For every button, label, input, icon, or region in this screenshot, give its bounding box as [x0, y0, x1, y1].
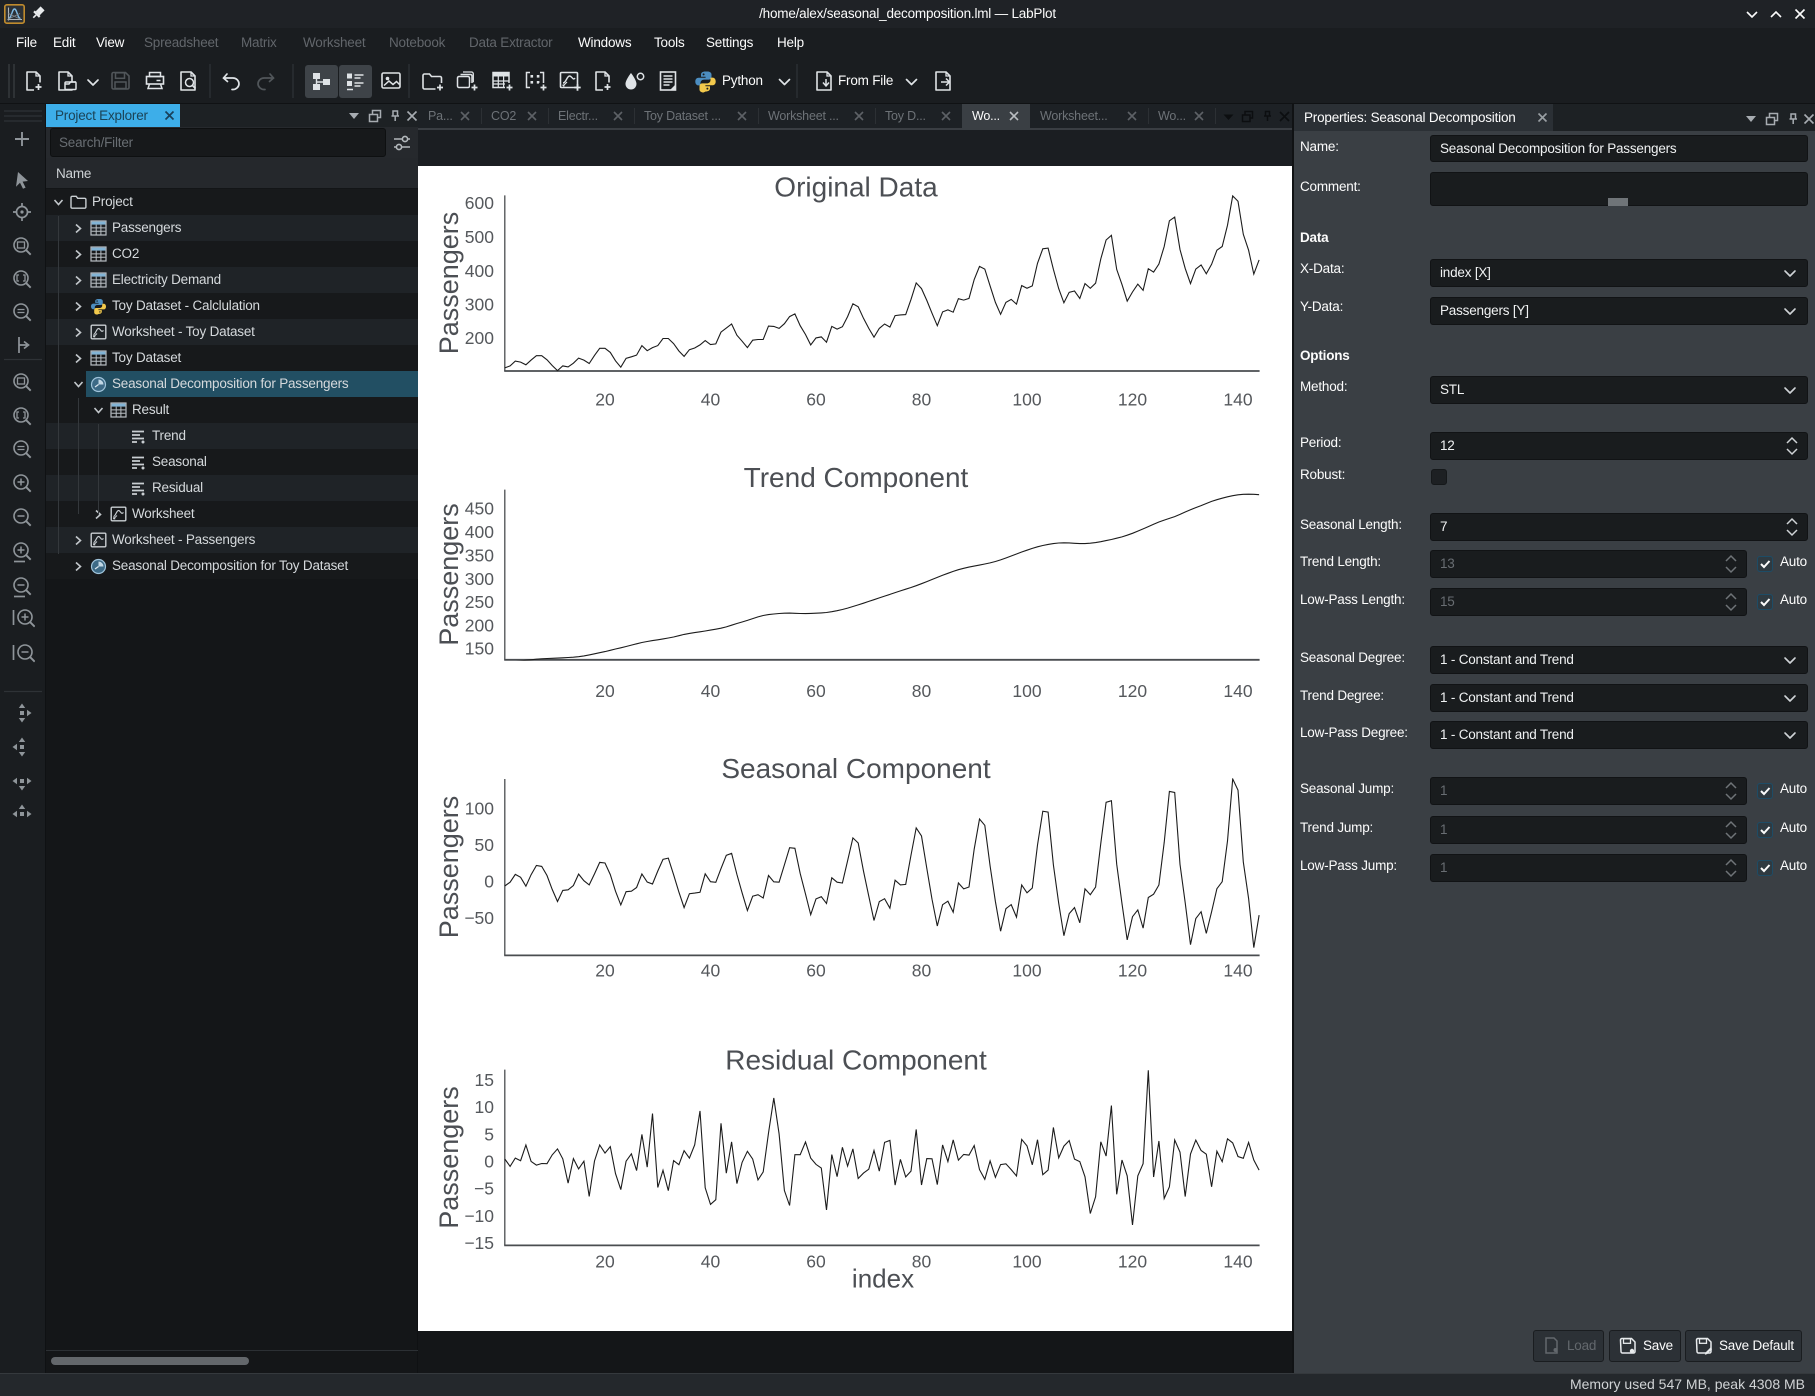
svg-text:40: 40 — [701, 389, 721, 409]
svg-text:5: 5 — [484, 1124, 494, 1144]
svg-text:80: 80 — [912, 389, 932, 409]
svg-text:15: 15 — [475, 1070, 494, 1090]
svg-text:150: 150 — [465, 639, 494, 659]
svg-text:120: 120 — [1118, 389, 1147, 409]
svg-text:−5: −5 — [474, 1179, 494, 1199]
svg-text:120: 120 — [1118, 681, 1147, 701]
svg-text:140: 140 — [1223, 681, 1252, 701]
svg-text:100: 100 — [465, 799, 494, 819]
svg-text:20: 20 — [595, 961, 615, 981]
svg-text:20: 20 — [595, 681, 615, 701]
svg-text:140: 140 — [1223, 961, 1252, 981]
svg-text:300: 300 — [465, 569, 494, 589]
svg-text:−10: −10 — [464, 1206, 494, 1226]
svg-text:60: 60 — [806, 389, 826, 409]
svg-text:60: 60 — [806, 961, 826, 981]
svg-text:Trend Component: Trend Component — [744, 462, 969, 493]
svg-text:Seasonal Component: Seasonal Component — [721, 753, 991, 784]
svg-text:40: 40 — [701, 681, 721, 701]
svg-text:Residual Component: Residual Component — [725, 1045, 987, 1076]
svg-text:Passengers: Passengers — [434, 796, 464, 939]
svg-text:80: 80 — [912, 1251, 932, 1271]
svg-text:120: 120 — [1118, 1251, 1147, 1271]
svg-text:200: 200 — [465, 328, 494, 348]
svg-text:400: 400 — [465, 261, 494, 281]
svg-text:Original Data: Original Data — [774, 172, 938, 203]
svg-text:250: 250 — [465, 592, 494, 612]
svg-text:Passengers: Passengers — [434, 1086, 464, 1229]
svg-text:60: 60 — [806, 1251, 826, 1271]
svg-text:Passengers: Passengers — [434, 503, 464, 646]
svg-text:Passengers: Passengers — [434, 212, 464, 355]
svg-text:100: 100 — [1012, 1251, 1041, 1271]
svg-text:index: index — [852, 1264, 914, 1294]
svg-text:450: 450 — [465, 499, 494, 519]
svg-text:600: 600 — [465, 193, 494, 213]
svg-text:140: 140 — [1223, 1251, 1252, 1271]
svg-text:100: 100 — [1012, 389, 1041, 409]
svg-text:20: 20 — [595, 389, 615, 409]
svg-text:10: 10 — [475, 1097, 495, 1117]
svg-text:20: 20 — [595, 1251, 615, 1271]
svg-text:50: 50 — [475, 835, 495, 855]
svg-text:350: 350 — [465, 546, 494, 566]
svg-text:100: 100 — [1012, 961, 1041, 981]
svg-text:80: 80 — [912, 681, 932, 701]
svg-text:140: 140 — [1223, 389, 1252, 409]
svg-text:0: 0 — [484, 1152, 494, 1172]
svg-text:120: 120 — [1118, 961, 1147, 981]
svg-text:300: 300 — [465, 295, 494, 315]
svg-text:100: 100 — [1012, 681, 1041, 701]
svg-text:60: 60 — [806, 681, 826, 701]
svg-text:500: 500 — [465, 227, 494, 247]
svg-text:0: 0 — [484, 871, 494, 891]
svg-text:−15: −15 — [464, 1233, 494, 1253]
svg-text:−50: −50 — [464, 908, 494, 928]
svg-text:40: 40 — [701, 1251, 721, 1271]
svg-text:200: 200 — [465, 615, 494, 635]
svg-text:400: 400 — [465, 522, 494, 542]
svg-text:80: 80 — [912, 961, 932, 981]
svg-text:40: 40 — [701, 961, 721, 981]
